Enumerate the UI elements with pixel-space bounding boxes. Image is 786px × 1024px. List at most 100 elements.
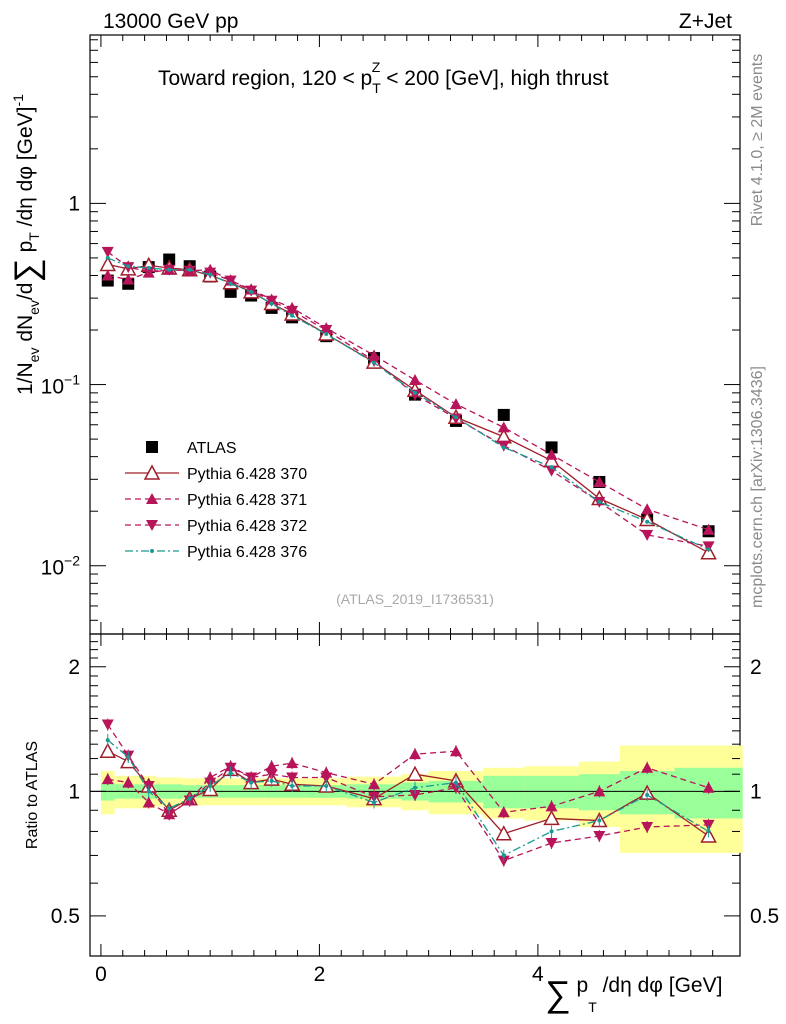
y-tick-label-base: 10 [41,376,64,399]
ratio-point-p376 [413,785,417,790]
ratio-point-p376 [372,800,377,805]
ratio-point-p370 [495,825,513,841]
ratio-point-p371 [368,778,381,790]
ratio-point-p376 [645,792,650,797]
ratio-point-p376 [146,789,151,794]
legend-label-p376: Pythia 6.428 376 [187,544,307,561]
ratio-y-tick-label-right: 2 [750,656,762,679]
legend-marker-atlas [146,441,158,453]
ratio-point-p371 [286,757,299,769]
main-point-atlas [545,441,558,454]
ratio-point-p376 [208,784,213,789]
main-point-p376 [372,360,377,365]
mcplots-label: mcplots.cern.ch [arXiv:1306.3436] [749,366,766,608]
main-point-p376 [706,547,711,552]
y-tick-label-exp: −1 [64,372,80,388]
main-point-p372 [142,266,155,278]
ratio-point-p372 [702,819,715,831]
main-ylabel-part-c: /d [14,283,37,301]
legend-label-p372: Pythia 6.428 372 [187,518,307,535]
ratio-point-p371 [449,745,462,757]
xlabel-sub: T [588,999,597,1015]
ratio-y-tick-label: 0.5 [51,905,80,928]
ratio-point-p372 [545,838,558,850]
ratio-point-p371 [265,760,278,772]
main-point-p372 [265,295,278,307]
legend-marker-p370 [143,464,161,480]
main-point-p376 [146,265,151,270]
main-title: Toward region, 120 < pTZ < 200 [GeV], hi… [158,59,609,96]
ratio-point-p376 [228,770,233,775]
legend-label-atlas: ATLAS [187,440,237,457]
ratio-point-p376 [249,780,254,785]
ratio-ylabel: Ratio to ATLAS [24,741,41,849]
y-tick-label: 1 [68,192,80,215]
main-point-atlas [497,408,510,421]
main-point-p371 [101,269,114,281]
ratio-point-p370 [99,742,117,758]
ratio-point-p376 [324,784,329,789]
main-point-p371 [449,398,462,410]
main-point-p371 [641,503,654,515]
main-point-p376 [645,519,650,524]
xlabel-sum: ∑ [545,973,571,1014]
main-ylabel-sub1: ev [26,348,42,363]
xlabel: ∑ pT /dη dφ [GeV] [545,973,722,1015]
ratio-point-p371 [142,796,155,808]
main-point-p376 [501,445,506,450]
main-point-p372 [545,465,558,477]
ratio-point-p376 [549,829,554,834]
main-ylabel-part-a: 1/N [14,362,37,395]
ratio-point-p376 [105,738,110,743]
ratio-bands [100,745,743,853]
ratio-point-p376 [269,778,274,783]
main-point-p371 [409,373,421,385]
main-ylabel-part-e: /dη dφ [GeV] [14,107,37,233]
ratio-y-tick-label-right: 1 [750,780,762,803]
legend-marker-p371 [146,493,158,504]
main-point-p372 [286,305,299,317]
xlabel-part-b: /dη dφ [GeV] [597,974,723,997]
main-point-p376 [290,313,295,318]
ratio-point-p376 [126,755,131,760]
main-series [99,246,717,560]
ratio-point-p372 [163,809,176,821]
ratio-point-p371 [497,806,510,818]
ratio-point-p376 [290,784,295,789]
ratio-point-p371 [593,785,606,797]
ratio-point-p376 [167,806,172,811]
ratio-point-p371 [101,773,114,785]
analysis-watermark: (ATLAS_2019_I1736531) [336,591,494,607]
y-tick-label: 10−1 [41,372,81,399]
main-point-p376 [187,267,192,272]
main-point-p372 [320,325,333,337]
rivet-label: Rivet 4.1.0, ≥ 2M events [749,54,766,226]
ratio-series [99,718,717,867]
main-point-p372 [641,529,654,541]
main-point-p372 [409,389,421,401]
ratio-point-p371 [545,800,558,812]
main-point-p372 [101,246,114,258]
ratio-point-p371 [641,761,654,773]
main-title-part-b: < 200 [GeV], high thrust [380,67,608,90]
main-point-p376 [105,255,110,260]
ratio-y-tick-label: 2 [68,656,80,679]
main-title-sub: T [372,80,381,96]
ratio-point-p372 [101,719,114,731]
ratio-band-green [483,775,525,809]
legend-marker-p376 [150,549,154,553]
ratio-point-p376 [453,780,458,785]
main-point-p376 [269,301,274,306]
ratio-point-p372 [320,772,333,784]
main-point-p371 [122,273,135,285]
ratio-y-tick-label-right: 0.5 [750,905,779,928]
xlabel-part-a: p [571,974,589,997]
main-ylabel-sub3: T [26,232,42,241]
legend-label-p370: Pythia 6.428 370 [187,466,307,483]
ratio-point-p372 [409,789,421,801]
header-left: 13000 GeV pp [103,10,238,33]
main-point-p371 [702,523,715,535]
main-ylabel-part-d: p [14,241,37,259]
x-tick-label: 0 [95,963,107,986]
